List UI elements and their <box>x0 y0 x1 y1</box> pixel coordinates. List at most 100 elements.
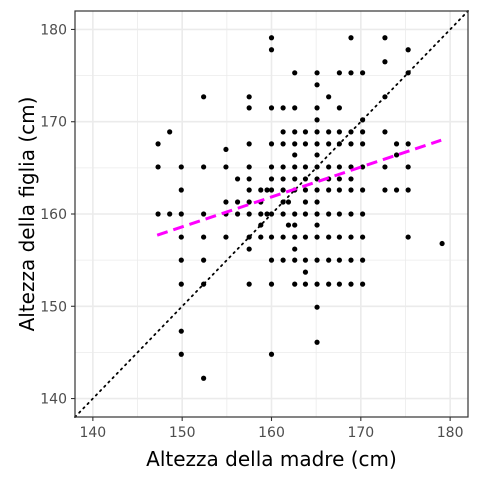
data-point <box>314 281 320 287</box>
data-point <box>280 187 286 193</box>
data-point <box>258 211 264 217</box>
y-tick-label: 150 <box>40 299 67 315</box>
data-point <box>178 257 184 263</box>
x-axis-ticks: 140 150 160 170 180 <box>79 417 464 441</box>
data-point <box>314 70 320 76</box>
data-point <box>292 246 298 252</box>
data-point <box>348 234 354 240</box>
data-point <box>292 257 298 263</box>
data-point <box>292 222 298 228</box>
data-point <box>314 129 320 135</box>
data-point <box>292 141 298 147</box>
data-point <box>360 187 366 193</box>
data-point <box>348 35 354 41</box>
data-point <box>268 257 275 263</box>
data-point <box>302 141 309 147</box>
data-point <box>302 129 309 135</box>
data-point <box>292 70 298 76</box>
data-point <box>314 105 320 111</box>
data-point <box>246 187 252 193</box>
data-point <box>302 187 309 193</box>
data-point <box>302 257 309 263</box>
data-point <box>234 211 241 217</box>
y-tick-label: 140 <box>40 392 67 408</box>
data-point <box>326 234 332 240</box>
data-point <box>314 234 320 240</box>
data-point <box>292 105 298 111</box>
data-point <box>314 164 320 170</box>
data-point <box>336 211 342 217</box>
data-point <box>348 176 354 182</box>
data-point <box>178 211 184 217</box>
data-points <box>155 35 445 381</box>
data-point <box>348 164 354 170</box>
data-point <box>246 176 252 182</box>
data-point <box>326 211 332 217</box>
data-point <box>178 281 184 287</box>
data-point <box>201 375 207 381</box>
data-point <box>405 47 411 53</box>
data-point <box>360 234 366 240</box>
data-point <box>201 234 207 240</box>
data-point <box>280 176 286 182</box>
x-tick-label: 180 <box>437 425 464 441</box>
x-tick-label: 170 <box>347 425 374 441</box>
data-point <box>167 129 173 135</box>
data-point <box>201 164 207 170</box>
data-point <box>234 199 241 205</box>
data-point <box>336 164 342 170</box>
data-point <box>348 257 354 263</box>
data-point <box>246 199 252 205</box>
data-point <box>314 141 320 147</box>
data-point <box>268 176 275 182</box>
data-point <box>280 234 286 240</box>
data-point <box>264 211 270 217</box>
data-point <box>360 141 366 147</box>
data-point <box>258 222 264 228</box>
y-axis-ticks: 140 150 160 170 180 <box>40 22 75 408</box>
data-point <box>405 164 411 170</box>
data-point <box>246 105 252 111</box>
data-point <box>314 222 320 228</box>
data-point <box>280 199 286 205</box>
data-point <box>314 257 320 263</box>
data-point <box>382 164 388 170</box>
data-point <box>360 70 366 76</box>
data-point <box>302 281 309 287</box>
data-point <box>178 351 184 357</box>
data-point <box>382 35 388 41</box>
data-point <box>292 129 298 135</box>
data-point <box>336 257 342 263</box>
data-point <box>348 211 354 217</box>
data-point <box>348 141 354 147</box>
data-point <box>314 339 320 345</box>
data-point <box>336 141 342 147</box>
data-point <box>155 164 161 170</box>
data-point <box>178 187 184 193</box>
data-point <box>268 35 275 41</box>
x-axis-title: Altezza della madre (cm) <box>146 447 397 471</box>
data-point <box>348 187 354 193</box>
data-point <box>167 211 173 217</box>
data-point <box>268 187 275 193</box>
data-point <box>268 141 275 147</box>
data-point <box>178 164 184 170</box>
data-point <box>314 117 320 123</box>
data-point <box>336 281 342 287</box>
data-point <box>382 129 388 135</box>
data-point <box>360 129 366 135</box>
data-point <box>268 105 275 111</box>
data-point <box>314 199 320 205</box>
data-point <box>223 146 229 153</box>
data-point <box>223 164 229 170</box>
data-point <box>268 281 275 287</box>
data-point <box>201 211 207 217</box>
data-point <box>336 176 342 182</box>
data-point <box>326 257 332 263</box>
data-point <box>326 281 332 287</box>
data-point <box>246 94 252 100</box>
y-tick-label: 160 <box>40 207 67 223</box>
data-point <box>405 70 411 76</box>
data-point <box>292 152 298 158</box>
